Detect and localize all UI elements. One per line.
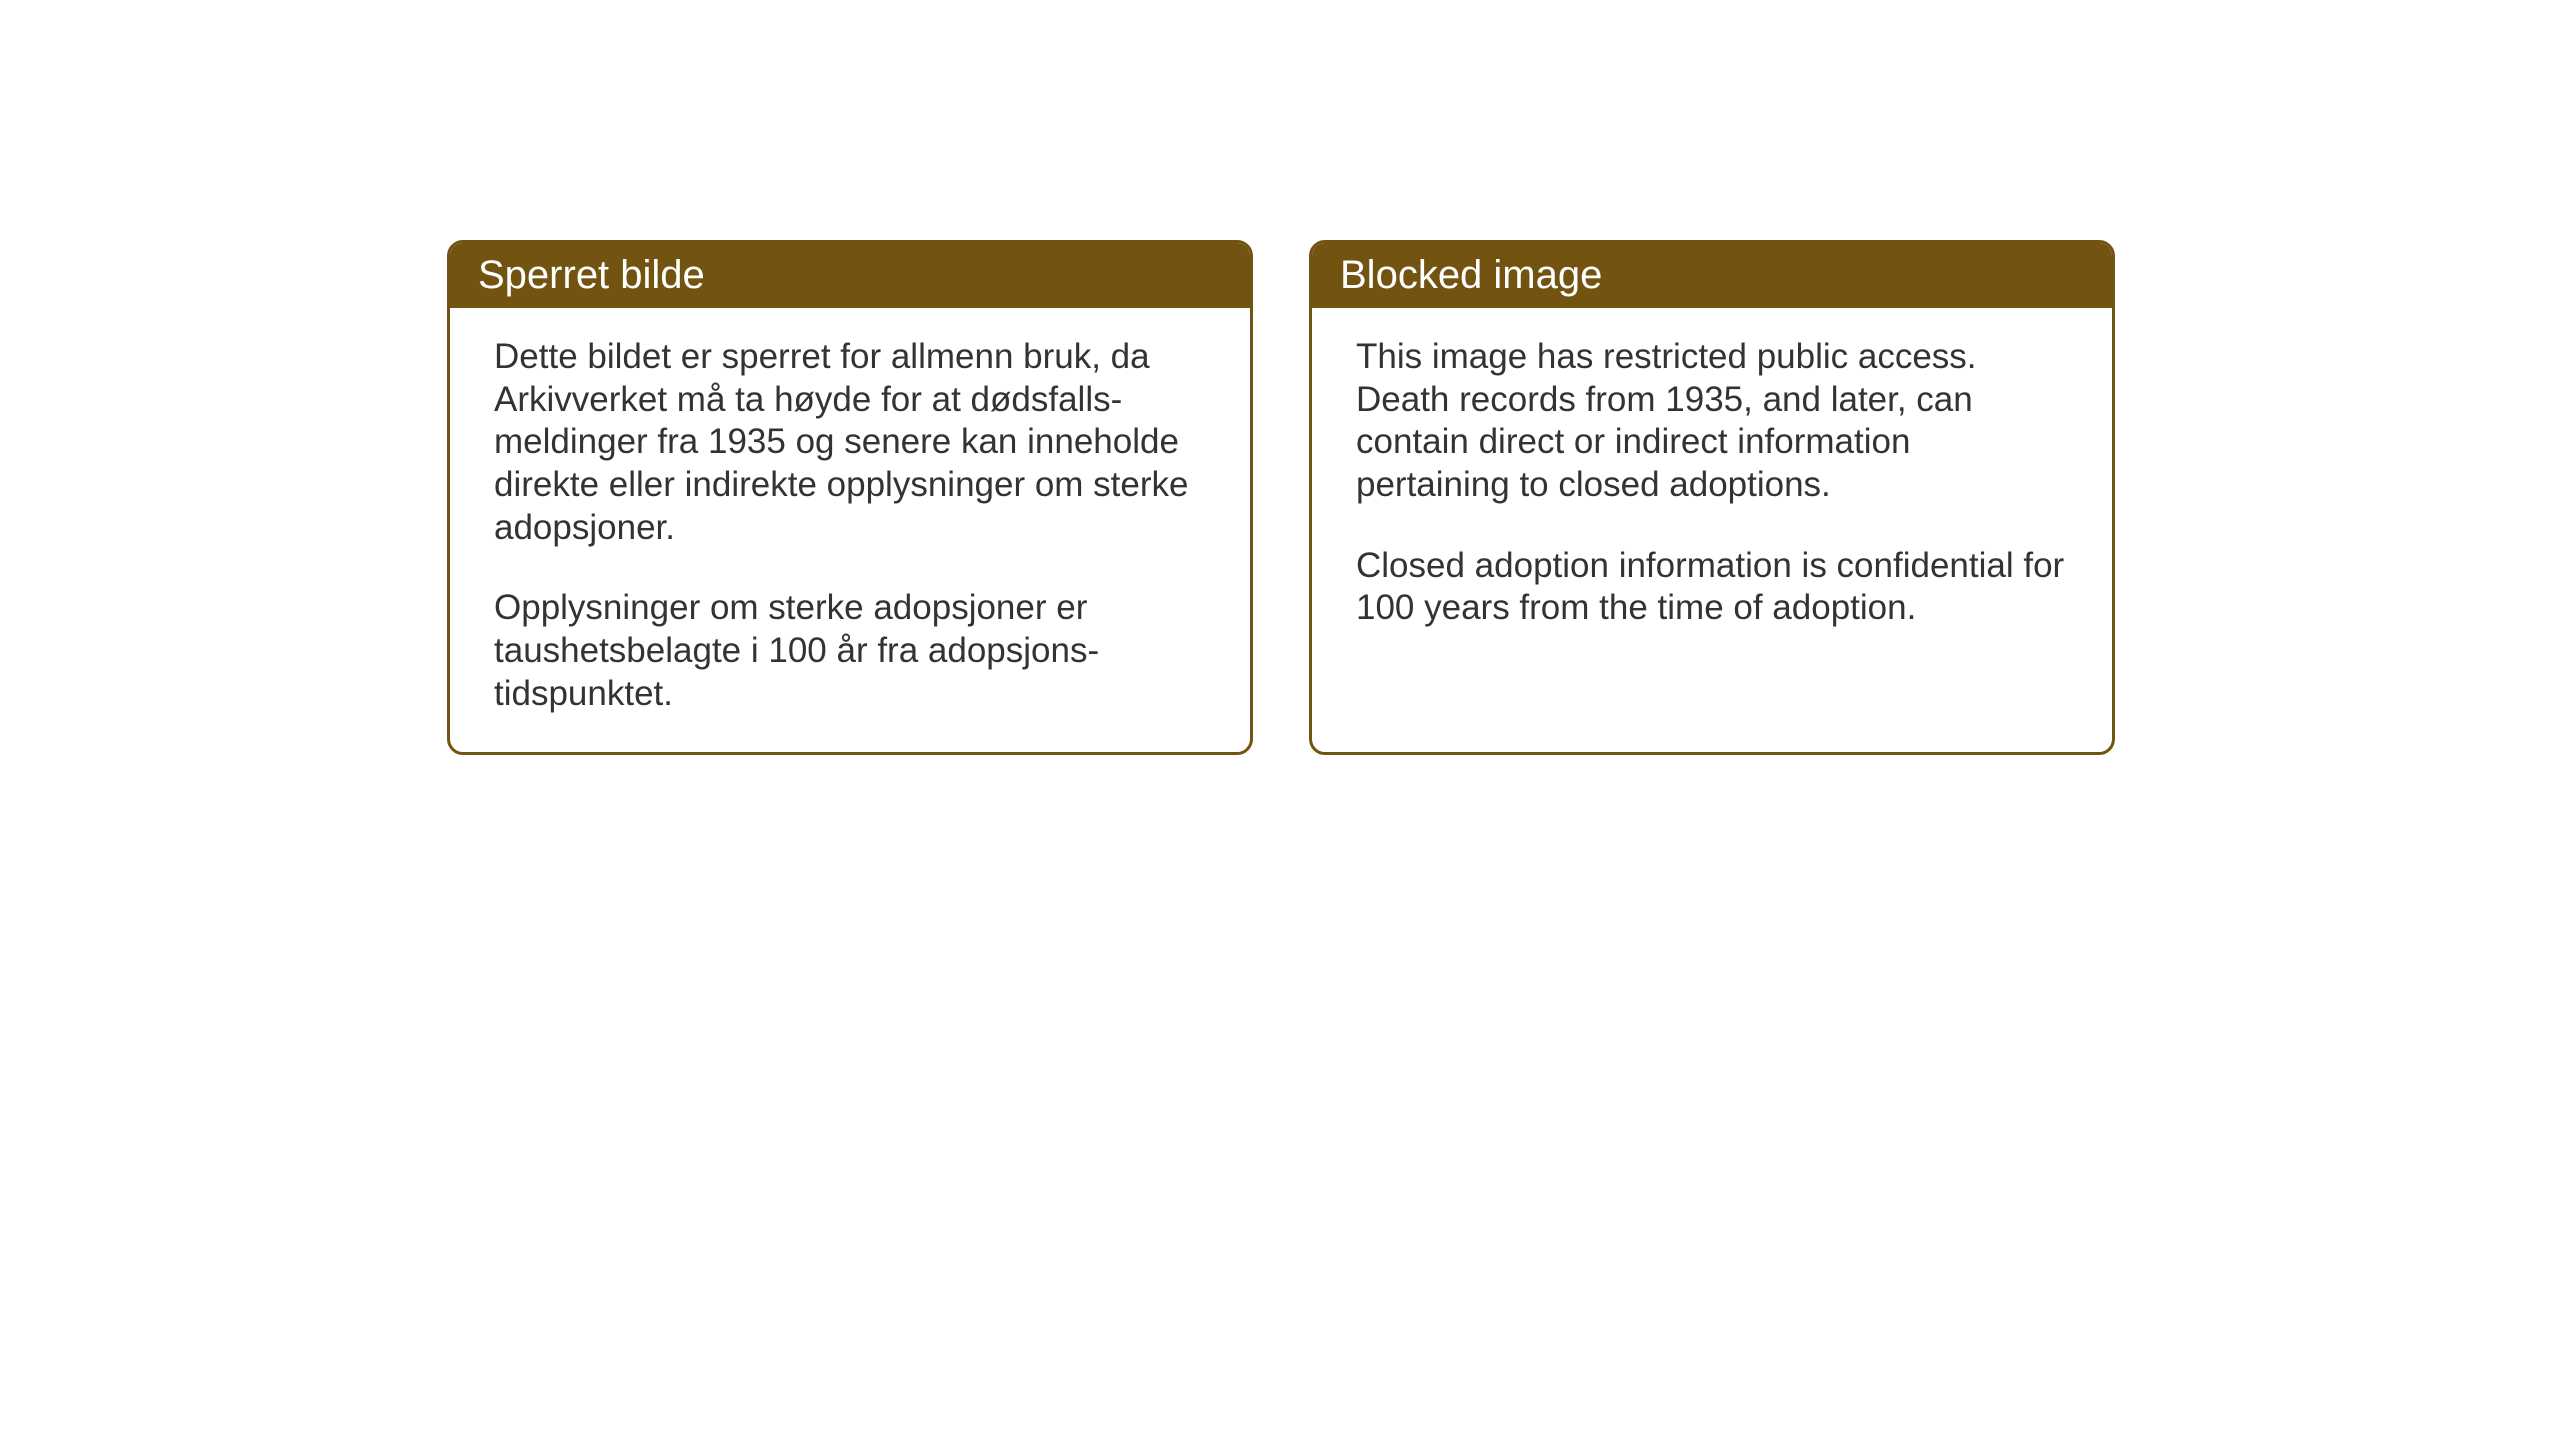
notice-container: Sperret bilde Dette bildet er sperret fo… (447, 240, 2115, 755)
notice-paragraph: Opplysninger om sterke adopsjoner er tau… (494, 587, 1206, 715)
notice-paragraph: Closed adoption information is confident… (1356, 545, 2068, 630)
notice-box-english: Blocked image This image has restricted … (1309, 240, 2115, 755)
notice-body-english: This image has restricted public access.… (1312, 308, 2112, 666)
notice-paragraph: Dette bildet er sperret for allmenn bruk… (494, 336, 1206, 549)
notice-header-english: Blocked image (1312, 243, 2112, 308)
notice-paragraph: This image has restricted public access.… (1356, 336, 2068, 507)
notice-body-norwegian: Dette bildet er sperret for allmenn bruk… (450, 308, 1250, 752)
notice-header-norwegian: Sperret bilde (450, 243, 1250, 308)
notice-box-norwegian: Sperret bilde Dette bildet er sperret fo… (447, 240, 1253, 755)
